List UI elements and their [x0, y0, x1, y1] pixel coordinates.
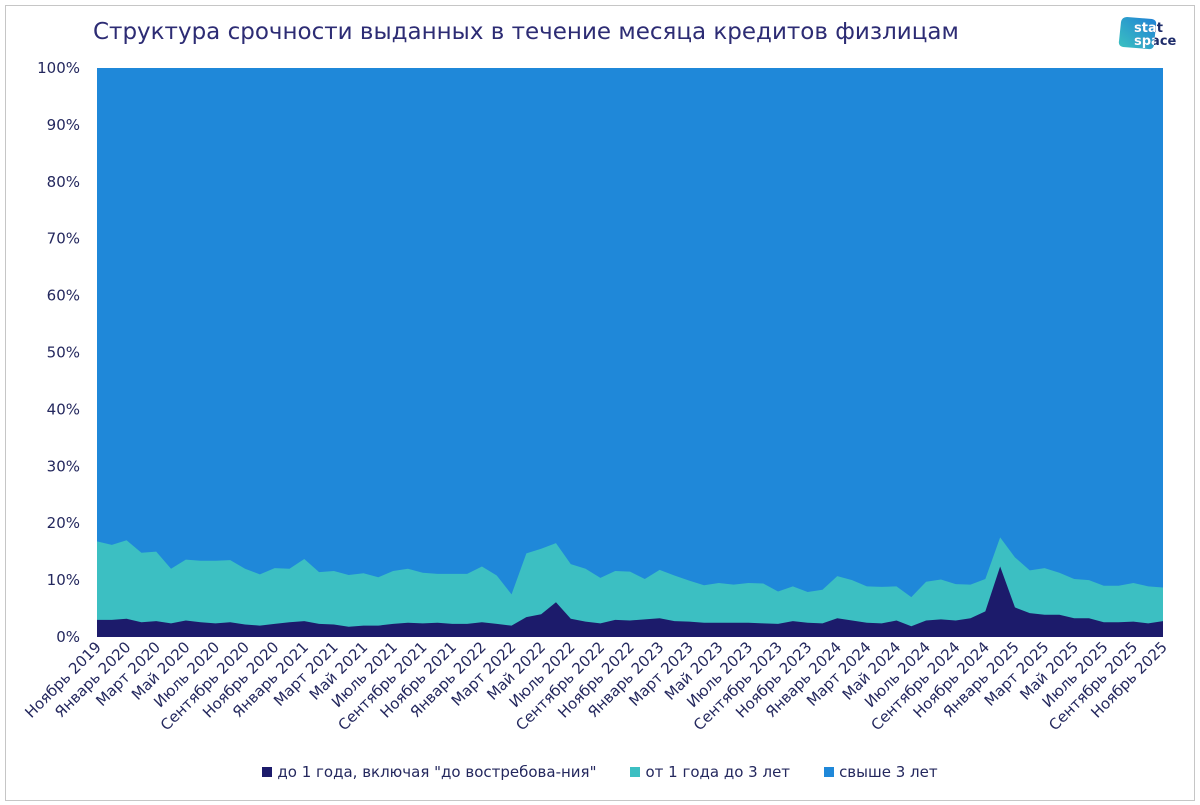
logo-text-highlight: stat space — [1134, 21, 1177, 49]
legend-marker-over-3-years — [824, 767, 835, 777]
y-tick-label: 50% — [47, 344, 80, 362]
logo-text-line2-light: space — [1134, 34, 1177, 49]
y-tick-label: 90% — [47, 116, 80, 134]
y-tick-label: 60% — [47, 287, 80, 305]
series-area-1-to-3-years — [97, 537, 1163, 637]
y-tick-label: 10% — [47, 571, 80, 589]
logo: stat space stat space — [1118, 17, 1177, 50]
legend: до 1 года, включая "до востребова-ния" о… — [0, 762, 1200, 782]
logo-text-line1-light: stat — [1134, 21, 1163, 36]
legend-label-1-to-3-years: от 1 года до 3 лет — [645, 763, 791, 781]
legend-marker-1-to-3-years — [630, 767, 641, 777]
y-tick-label: 20% — [47, 514, 80, 532]
series-area-up-to-1-year — [97, 566, 1163, 637]
logo-text-line2: space — [1134, 34, 1177, 49]
legend-label-up-to-1-year: до 1 года, включая "до востребова-ния" — [277, 763, 597, 781]
y-tick-label: 0% — [56, 628, 80, 646]
plot-area — [97, 68, 1163, 637]
y-tick-label: 70% — [47, 230, 80, 248]
logo-text-line1: stat — [1134, 21, 1163, 36]
logo-mark — [1118, 17, 1157, 50]
y-tick-label: 30% — [47, 457, 80, 475]
chart-frame — [5, 5, 1195, 801]
y-tick-label: 80% — [47, 173, 80, 191]
legend-item-over-3-years: свыше 3 лет — [824, 762, 938, 782]
y-tick-label: 100% — [37, 59, 80, 77]
legend-item-1-to-3-years: от 1 года до 3 лет — [630, 762, 790, 782]
y-tick-label: 40% — [47, 400, 80, 418]
legend-label-over-3-years: свыше 3 лет — [839, 763, 938, 781]
series-area-over-3-years — [97, 68, 1163, 637]
legend-marker-up-to-1-year — [262, 767, 273, 777]
chart-svg: 0% 10% 20% 30% 40% 50% 60% 70% 80% 90% 100% Ноябрь… — [21, 17, 1177, 734]
chart-title: Структура срочности выданных в течение м… — [93, 19, 959, 45]
y-axis: 0% 10% 20% 30% 40% 50% 60% 70% 80% 90% 100% — [37, 59, 80, 646]
legend-item-up-to-1-year: до 1 года, включая "до востребова-ния" — [262, 762, 596, 782]
